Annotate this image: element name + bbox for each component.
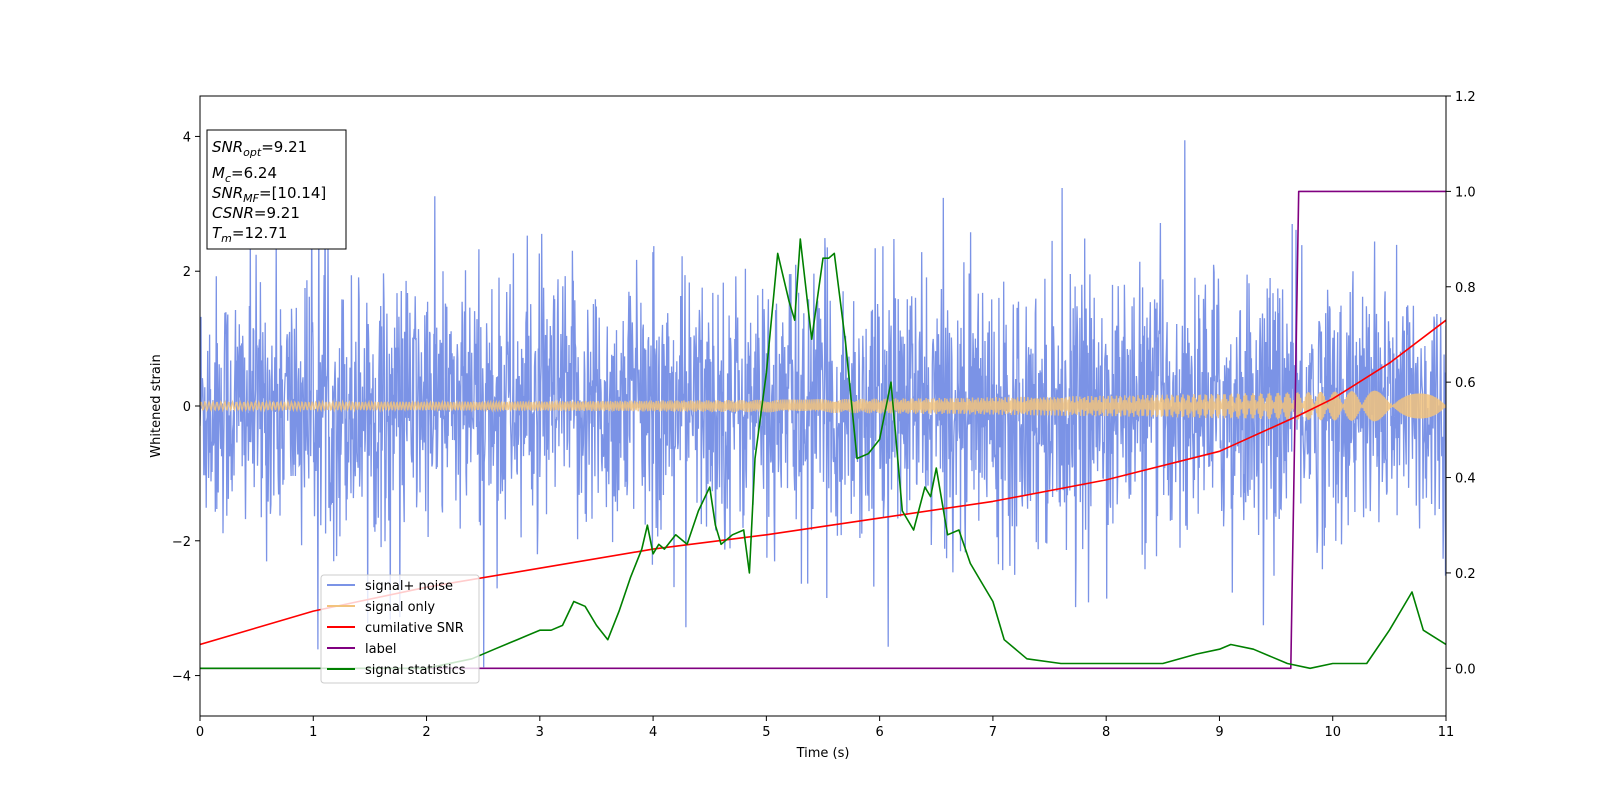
series-signal-only bbox=[200, 390, 1446, 422]
annotation-chirp-mass: Mc=6.24 bbox=[212, 164, 277, 185]
x-tick-label: 5 bbox=[762, 725, 770, 740]
y2-tick-label: 1.0 bbox=[1455, 185, 1476, 200]
y-axis: −4 −2 0 2 4 bbox=[172, 130, 200, 685]
y2-tick-label: 0.2 bbox=[1455, 567, 1476, 582]
legend: signal+ noise signal only cumilative SNR… bbox=[320, 574, 480, 684]
x-tick-label: 3 bbox=[536, 725, 544, 740]
x-axis-label: Time (s) bbox=[796, 746, 850, 761]
line-label bbox=[200, 190, 1446, 670]
legend-label-cumulative-snr: cumilative SNR bbox=[365, 621, 464, 636]
legend-label-signal-statistics: signal statistics bbox=[365, 663, 466, 678]
y-tick-label: 0 bbox=[183, 400, 191, 415]
y-tick-label: 2 bbox=[183, 265, 191, 280]
y-axis-label: Whitened strain bbox=[149, 354, 164, 457]
line-signal-only bbox=[200, 390, 1446, 422]
y2-tick-label: 0.4 bbox=[1455, 472, 1476, 487]
line-signal-statistics bbox=[200, 238, 1446, 670]
y2-tick-label: 0.0 bbox=[1455, 662, 1476, 677]
legend-label-signal-noise: signal+ noise bbox=[365, 579, 453, 594]
y-tick-label: −2 bbox=[172, 535, 191, 550]
annotation-snr-opt: SNRopt=9.21 bbox=[212, 138, 307, 159]
legend-label-signal-only: signal only bbox=[365, 600, 435, 615]
y-tick-label: −4 bbox=[172, 670, 191, 685]
x-tick-label: 1 bbox=[309, 725, 317, 740]
x-tick-label: 8 bbox=[1102, 725, 1110, 740]
y-tick-label: 4 bbox=[183, 130, 191, 145]
annotation-snr-mf: SNRMF=[10.14] bbox=[212, 184, 326, 205]
x-tick-label: 6 bbox=[875, 725, 883, 740]
legend-label-label: label bbox=[365, 642, 396, 657]
x-tick-label: 9 bbox=[1215, 725, 1223, 740]
x-tick-label: 2 bbox=[422, 725, 430, 740]
y2-axis-right: 0.0 0.2 0.4 0.6 0.8 1.0 1.2 bbox=[1446, 90, 1476, 677]
y2-tick-label: 1.2 bbox=[1455, 90, 1476, 105]
y2-tick-label: 0.8 bbox=[1455, 281, 1476, 296]
annotation-tm: Tm=12.71 bbox=[212, 224, 287, 245]
x-tick-label: 11 bbox=[1438, 725, 1455, 740]
x-tick-label: 0 bbox=[196, 725, 204, 740]
x-axis: 0 1 2 3 4 5 6 7 8 9 10 11 bbox=[196, 716, 1454, 740]
x-tick-label: 4 bbox=[649, 725, 657, 740]
annotation-csnr: CSNR=9.21 bbox=[212, 204, 300, 222]
x-tick-label: 7 bbox=[989, 725, 997, 740]
x-tick-label: 10 bbox=[1324, 725, 1341, 740]
y2-tick-label: 0.6 bbox=[1455, 376, 1476, 391]
annotation-box: SNRopt=9.21 Mc=6.24 SNRMF=[10.14] CSNR=9… bbox=[206, 129, 347, 250]
